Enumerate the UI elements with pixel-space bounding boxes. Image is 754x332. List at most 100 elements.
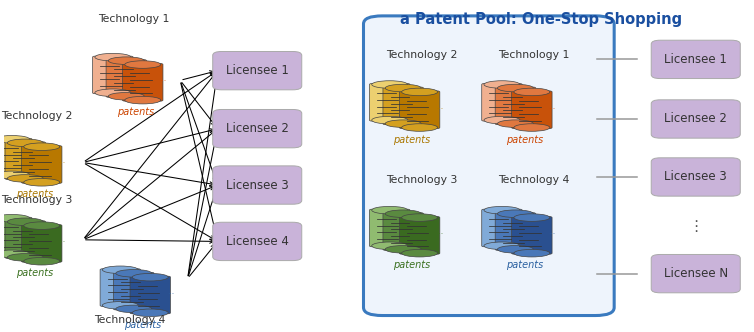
Text: Licensee 3: Licensee 3 — [664, 170, 727, 184]
FancyBboxPatch shape — [482, 84, 522, 121]
Ellipse shape — [95, 53, 130, 61]
FancyBboxPatch shape — [213, 222, 302, 261]
Ellipse shape — [385, 246, 421, 253]
FancyBboxPatch shape — [22, 225, 62, 262]
Text: ...: ... — [159, 74, 167, 83]
FancyBboxPatch shape — [369, 209, 410, 247]
Text: Licensee 2: Licensee 2 — [225, 122, 289, 135]
FancyBboxPatch shape — [22, 146, 62, 183]
FancyBboxPatch shape — [482, 209, 522, 247]
Ellipse shape — [125, 96, 161, 104]
FancyBboxPatch shape — [363, 16, 615, 315]
FancyBboxPatch shape — [93, 56, 133, 94]
Ellipse shape — [402, 124, 437, 131]
Text: Technology 1: Technology 1 — [498, 49, 569, 59]
Ellipse shape — [24, 179, 60, 186]
Text: Technology 1: Technology 1 — [98, 14, 169, 24]
FancyBboxPatch shape — [213, 110, 302, 148]
Ellipse shape — [498, 210, 533, 217]
FancyBboxPatch shape — [0, 138, 32, 176]
Text: patents: patents — [506, 134, 543, 144]
Ellipse shape — [514, 124, 550, 131]
Text: ...: ... — [436, 227, 443, 236]
Text: Technology 4: Technology 4 — [94, 315, 165, 325]
FancyBboxPatch shape — [5, 142, 45, 179]
FancyBboxPatch shape — [651, 100, 740, 138]
Ellipse shape — [385, 210, 421, 217]
FancyBboxPatch shape — [383, 213, 423, 250]
Ellipse shape — [0, 250, 29, 258]
Ellipse shape — [484, 81, 520, 88]
Text: patents: patents — [124, 320, 161, 330]
Text: ⋮: ⋮ — [688, 219, 703, 234]
Ellipse shape — [0, 214, 29, 222]
Ellipse shape — [8, 175, 43, 182]
FancyBboxPatch shape — [383, 87, 423, 124]
FancyBboxPatch shape — [651, 40, 740, 79]
Ellipse shape — [125, 61, 161, 68]
Text: Licensee 1: Licensee 1 — [664, 53, 727, 66]
FancyBboxPatch shape — [400, 216, 440, 254]
FancyBboxPatch shape — [512, 91, 552, 128]
Text: ...: ... — [58, 235, 66, 244]
Ellipse shape — [484, 242, 520, 250]
Ellipse shape — [402, 214, 437, 221]
Ellipse shape — [385, 120, 421, 127]
Ellipse shape — [372, 81, 408, 88]
Text: Technology 2: Technology 2 — [1, 111, 72, 121]
Ellipse shape — [8, 218, 43, 225]
FancyBboxPatch shape — [5, 221, 45, 258]
Ellipse shape — [372, 116, 408, 124]
FancyBboxPatch shape — [369, 84, 410, 121]
Text: Licensee N: Licensee N — [664, 267, 728, 280]
FancyBboxPatch shape — [651, 158, 740, 196]
Ellipse shape — [372, 207, 408, 214]
Ellipse shape — [132, 309, 168, 316]
Ellipse shape — [514, 249, 550, 257]
FancyBboxPatch shape — [0, 217, 32, 255]
Ellipse shape — [0, 135, 29, 143]
Ellipse shape — [484, 116, 520, 124]
Text: patents: patents — [394, 134, 431, 144]
Text: Technology 3: Technology 3 — [386, 175, 458, 185]
Text: ...: ... — [436, 102, 443, 111]
FancyBboxPatch shape — [495, 213, 535, 250]
Ellipse shape — [498, 120, 533, 127]
FancyBboxPatch shape — [100, 269, 140, 306]
FancyBboxPatch shape — [106, 60, 146, 97]
Ellipse shape — [132, 274, 168, 281]
Text: Licensee 1: Licensee 1 — [225, 64, 289, 77]
Text: Technology 4: Technology 4 — [498, 175, 569, 185]
FancyBboxPatch shape — [400, 91, 440, 128]
Text: ...: ... — [58, 156, 66, 165]
Ellipse shape — [514, 214, 550, 221]
Ellipse shape — [402, 88, 437, 96]
FancyBboxPatch shape — [512, 216, 552, 254]
Ellipse shape — [116, 305, 152, 313]
Text: patents: patents — [394, 260, 431, 270]
Ellipse shape — [385, 84, 421, 92]
Ellipse shape — [103, 301, 138, 309]
Ellipse shape — [24, 143, 60, 150]
Ellipse shape — [24, 222, 60, 229]
Text: Technology 2: Technology 2 — [386, 49, 458, 59]
Text: ...: ... — [548, 227, 556, 236]
Text: patents: patents — [16, 268, 53, 278]
Ellipse shape — [402, 249, 437, 257]
Text: Technology 3: Technology 3 — [1, 195, 72, 205]
FancyBboxPatch shape — [114, 272, 154, 310]
FancyBboxPatch shape — [651, 254, 740, 293]
Text: Licensee 3: Licensee 3 — [226, 179, 289, 192]
Ellipse shape — [372, 242, 408, 250]
Ellipse shape — [498, 84, 533, 92]
Ellipse shape — [8, 254, 43, 261]
Ellipse shape — [109, 57, 144, 64]
Text: ...: ... — [167, 287, 174, 296]
FancyBboxPatch shape — [130, 276, 170, 314]
Ellipse shape — [484, 207, 520, 214]
Ellipse shape — [103, 266, 138, 274]
Ellipse shape — [0, 171, 29, 179]
FancyBboxPatch shape — [495, 87, 535, 124]
Ellipse shape — [8, 139, 43, 147]
Text: patents: patents — [16, 189, 53, 199]
